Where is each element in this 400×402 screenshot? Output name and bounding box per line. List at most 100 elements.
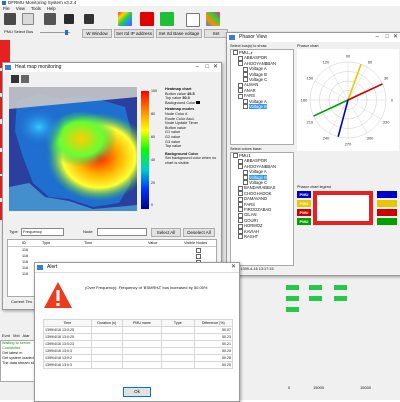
tree-item[interactable]: Voltage A (231, 66, 293, 72)
table-row[interactable]: 1399/4/16 13:0:23 50.21 (43, 340, 234, 348)
tab-alarm[interactable]: Alar (22, 333, 30, 338)
tree-item[interactable]: DAMAVAND (231, 196, 293, 202)
maximize-icon[interactable]: □ (205, 64, 209, 70)
node-button[interactable] (286, 285, 299, 290)
set-ip-button[interactable]: Set rtd IP address (114, 29, 154, 38)
table-row[interactable]: 116 (8, 253, 216, 259)
close-icon[interactable]: ✕ (212, 64, 218, 70)
tree-checkbox[interactable] (238, 191, 243, 197)
node-button[interactable] (334, 296, 347, 301)
slider-thumb[interactable] (65, 30, 68, 35)
minimize-icon[interactable]: – (195, 64, 199, 70)
network-icon[interactable] (4, 13, 16, 25)
tree-item[interactable]: PMU1 (231, 153, 293, 159)
set-voltage-button[interactable]: Set rtd Base voltage (156, 29, 202, 38)
menu-tools[interactable]: Tools (31, 6, 41, 11)
column-header[interactable]: Value (148, 241, 158, 245)
tree-item[interactable]: Voltage B (231, 72, 293, 78)
play-icon[interactable] (160, 12, 174, 26)
tree-item[interactable]: Voltage C (231, 180, 293, 186)
tree-checkbox[interactable] (238, 164, 243, 170)
tree-item[interactable]: ALMAN (231, 82, 293, 88)
tree-checkbox[interactable] (238, 196, 243, 202)
tree-item[interactable]: Voltage A (231, 169, 293, 175)
visible-checkbox[interactable] (196, 248, 201, 253)
tree-checkbox[interactable] (238, 61, 243, 67)
window-button[interactable]: W Window (82, 29, 112, 38)
tree-checkbox[interactable] (233, 153, 238, 159)
mode-value[interactable]: AscL (186, 116, 195, 121)
mode-value[interactable]: # (185, 111, 188, 116)
tree-item[interactable]: ANAR (231, 88, 293, 94)
menu-help[interactable]: Help (46, 6, 56, 11)
tree-checkbox[interactable] (238, 223, 243, 229)
tree-item[interactable]: AHOOYANBBAN (231, 61, 293, 67)
column-header[interactable]: Duration (s) (90, 319, 123, 327)
tree-checkbox[interactable] (243, 169, 248, 175)
tree-checkbox[interactable] (243, 99, 248, 105)
server-icon[interactable] (44, 13, 56, 25)
tab-event[interactable]: Evnt (2, 333, 11, 338)
node-button[interactable] (309, 296, 322, 301)
menu-view[interactable]: View (15, 6, 25, 11)
close-icon[interactable]: ✕ (230, 264, 236, 270)
tree-checkbox[interactable] (238, 55, 243, 61)
tab-mxt[interactable]: Mxt (13, 333, 20, 338)
type-select[interactable]: Frequency (21, 228, 64, 236)
tree-checkbox[interactable] (243, 175, 248, 181)
node-button[interactable] (309, 285, 322, 290)
tree-item[interactable]: AHOOYANBBAN (231, 164, 293, 170)
table-row[interactable]: 1399/4/16 13:0:2 50.28 (43, 354, 234, 362)
tree-item[interactable]: FIROOZABAD (231, 207, 293, 213)
source-slider[interactable] (40, 32, 70, 33)
stop-icon[interactable] (140, 12, 154, 26)
heatmap-map[interactable] (9, 87, 137, 211)
minimize-icon[interactable]: – (375, 34, 379, 40)
tree-item[interactable]: FARS (231, 93, 293, 99)
column-header[interactable]: ID (22, 241, 26, 245)
tree-checkbox[interactable] (238, 88, 243, 94)
column-header[interactable]: Visible Nodes (184, 241, 208, 245)
close-icon[interactable]: ✕ (392, 34, 398, 40)
set-button[interactable]: Set (204, 29, 228, 38)
table-row[interactable]: 116 (8, 247, 216, 253)
mode-value[interactable]: Timer (188, 121, 198, 126)
colorful-icon[interactable] (206, 12, 220, 26)
tree-checkbox[interactable] (243, 180, 248, 186)
maximize-icon[interactable]: □ (385, 34, 389, 40)
tree-checkbox[interactable] (238, 82, 243, 88)
visible-checkbox[interactable] (196, 254, 201, 259)
heatmap-tool-icon[interactable] (11, 75, 19, 83)
tree-item[interactable]: Voltage B (231, 174, 293, 181)
menu-file[interactable]: File (3, 6, 10, 11)
heatmap-icon[interactable] (118, 12, 132, 26)
tree-item[interactable]: CHOGHADOK (231, 191, 293, 197)
select-all-button[interactable]: Select All (151, 228, 181, 237)
tree-checkbox[interactable] (238, 185, 243, 191)
table-row[interactable]: 1399/4/16 13:0:25 50.23 (43, 333, 234, 341)
tree-item[interactable]: GOURI (231, 218, 293, 224)
column-header[interactable]: Type (161, 319, 195, 327)
table-row[interactable]: 1399/4/16 13:0:3 50.25 (43, 347, 234, 355)
table-row[interactable]: 1399/4/16 13:0:25 50.07 (43, 326, 234, 334)
deselect-all-button[interactable]: Deselect All (183, 228, 215, 237)
list-icon[interactable] (22, 13, 34, 25)
tree-item[interactable]: HORMOZ (231, 223, 293, 229)
tree-checkbox[interactable] (238, 158, 243, 164)
tree-checkbox[interactable] (243, 104, 248, 110)
column-header[interactable]: Type (42, 241, 51, 245)
node-select[interactable] (97, 228, 147, 236)
column-header[interactable]: Time (84, 241, 93, 245)
tree-item[interactable]: RASHT (231, 234, 293, 240)
tree-checkbox[interactable] (238, 229, 243, 235)
tree-item[interactable]: Voltage B (231, 104, 293, 110)
setting-value[interactable]: 49.5 (187, 91, 195, 96)
phasor-icon[interactable] (186, 13, 200, 27)
tree-item[interactable]: Voltage C (231, 77, 293, 83)
tree-checkbox[interactable] (238, 212, 243, 218)
node-button[interactable] (286, 307, 299, 312)
column-header[interactable]: Time (43, 319, 92, 327)
tree-checkbox[interactable] (243, 72, 248, 78)
tree-item[interactable]: PMUف (231, 50, 293, 56)
node-button[interactable] (286, 296, 299, 301)
